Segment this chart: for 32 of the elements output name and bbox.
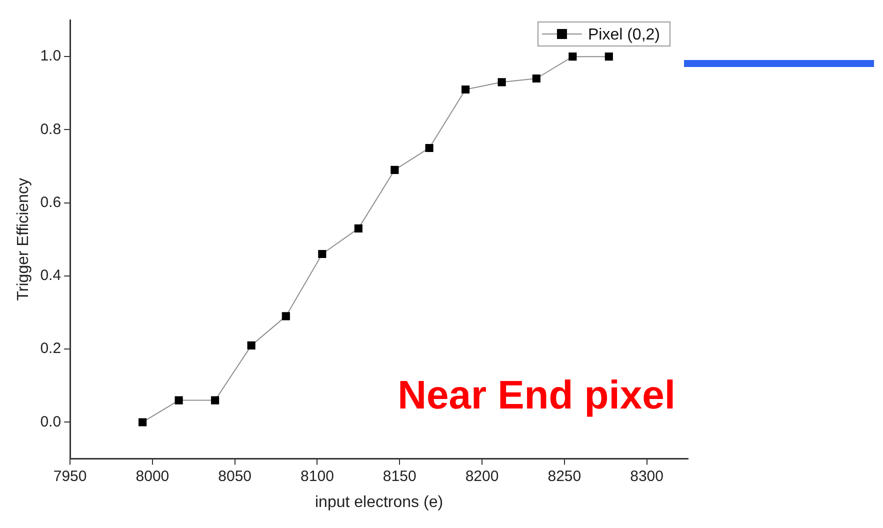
text: 1.0 bbox=[40, 48, 62, 65]
x-tick-label: 8050 bbox=[218, 468, 252, 485]
point bbox=[282, 312, 290, 320]
point bbox=[174, 396, 183, 404]
y-tick-label: 0.4 bbox=[40, 267, 62, 284]
point bbox=[318, 250, 326, 258]
x-tick-label: 8300 bbox=[630, 468, 664, 485]
x-tick-label: 8200 bbox=[465, 468, 499, 485]
point bbox=[604, 52, 613, 61]
annotation: Near End pixel bbox=[398, 373, 676, 418]
point bbox=[211, 396, 220, 404]
x-tick-label: 8100 bbox=[300, 468, 334, 485]
text: 0.0 bbox=[40, 413, 62, 430]
point bbox=[498, 78, 506, 86]
point bbox=[138, 418, 147, 426]
point bbox=[568, 52, 577, 61]
y-tick-label: 0.8 bbox=[40, 120, 62, 138]
point bbox=[462, 85, 470, 94]
y-tick-label: 0.2 bbox=[40, 340, 62, 358]
x-tick-label: 8000 bbox=[136, 468, 170, 485]
point bbox=[425, 144, 434, 152]
point bbox=[532, 74, 540, 83]
x-tick-label: 8250 bbox=[548, 468, 582, 485]
point bbox=[354, 224, 362, 232]
y-tick-label: 0.6 bbox=[40, 194, 62, 211]
x-axis-title: input electrons (e) bbox=[314, 494, 444, 511]
x-tick-label: 7950 bbox=[53, 468, 87, 485]
legend-label: Pixel (0,2) bbox=[588, 26, 660, 44]
point bbox=[247, 341, 256, 350]
x-tick-label: 8150 bbox=[382, 468, 416, 485]
point bbox=[390, 166, 399, 174]
y-axis-title: Trigger Efficiency bbox=[15, 178, 32, 301]
